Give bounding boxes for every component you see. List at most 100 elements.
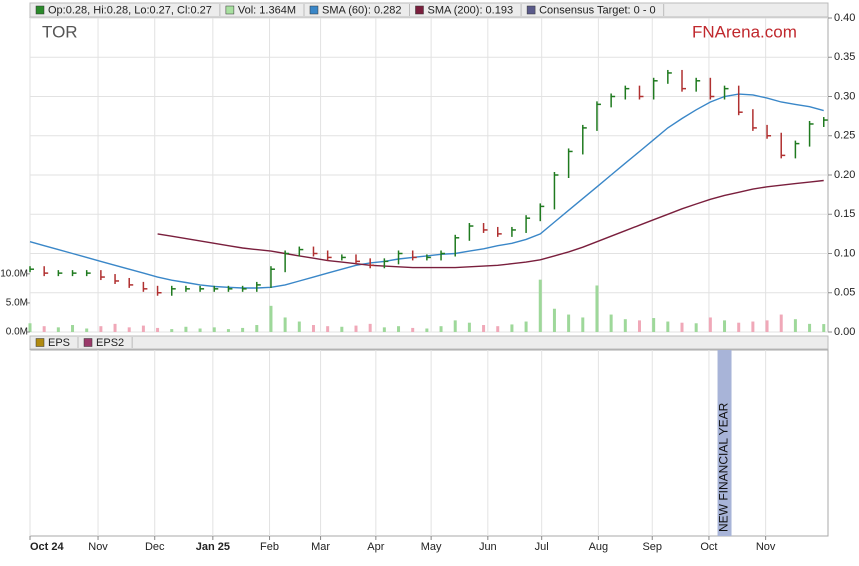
legend-label: SMA (200): 0.193: [427, 4, 513, 16]
volume-bar: [127, 327, 131, 332]
volume-bar: [708, 317, 712, 332]
volume-bar: [609, 314, 613, 332]
volume-bar: [269, 305, 273, 332]
x-tick-label: Feb: [260, 541, 279, 553]
volume-bar: [368, 323, 372, 332]
volume-bar: [652, 318, 656, 332]
volume-bar: [751, 321, 755, 332]
y-tick-label: 0.15: [834, 208, 855, 220]
volume-bar: [141, 325, 145, 332]
volume-bar: [326, 326, 330, 332]
lower-legend-strip: [29, 335, 829, 350]
volume-bar: [538, 279, 542, 332]
volume-bar: [212, 327, 216, 332]
sma-line: [157, 179, 824, 269]
volume-bar: [255, 325, 259, 332]
volume-bar: [453, 320, 457, 332]
legend-label: Vol: 1.364M: [238, 4, 296, 16]
legend-swatch: [309, 5, 319, 15]
volume-bar: [680, 322, 684, 332]
volume-bar: [694, 323, 698, 332]
volume-bar: [226, 329, 230, 332]
volume-bar: [723, 320, 727, 332]
volume-bar: [382, 327, 386, 332]
volume-bar: [425, 328, 429, 332]
y-tick-label: 0.35: [834, 51, 855, 63]
x-tick-label: Oct 24: [30, 541, 65, 553]
legend-label: SMA (60): 0.282: [322, 4, 402, 16]
x-tick-label: Mar: [311, 541, 330, 553]
legend-swatch: [83, 338, 93, 347]
volume-bar: [793, 319, 797, 332]
legend-label: Consensus Target: 0 - 0: [539, 4, 656, 16]
volume-bar: [552, 308, 556, 332]
volume-bar: [439, 326, 443, 332]
y-tick-label: 0.20: [834, 169, 855, 181]
x-tick-label: Sep: [642, 541, 662, 553]
lower-panel: [29, 349, 829, 537]
volume-bar: [737, 322, 741, 332]
legend-label: EPS2: [96, 337, 124, 349]
volume-bar: [311, 325, 315, 332]
volume-bar: [99, 326, 103, 332]
y-tick-label: 0.25: [834, 130, 855, 142]
volume-bar: [184, 326, 188, 332]
ticker: TOR: [42, 22, 78, 41]
volume-bar: [170, 329, 174, 332]
volume-bar: [595, 285, 599, 332]
volume-bar: [822, 324, 826, 332]
legend-swatch: [225, 5, 235, 15]
volume-bar: [354, 325, 358, 332]
marks: [28, 69, 828, 332]
x-tick-label: May: [421, 541, 442, 553]
legend-label: EPS: [48, 337, 70, 349]
volume-bar: [156, 327, 160, 332]
y-tick-label: 0.00: [834, 326, 855, 338]
x-tick-label: Jul: [535, 541, 549, 553]
volume-bar: [808, 323, 812, 332]
volume-bar: [411, 327, 415, 332]
volume-bar: [765, 320, 769, 332]
legend-label: Op:0.28, Hi:0.28, Lo:0.27, Cl:0.27: [48, 4, 212, 16]
volume-bar: [482, 325, 486, 332]
x-tick-label: Nov: [756, 541, 776, 553]
volume-bar: [56, 327, 60, 332]
volume-bar: [779, 314, 783, 332]
annotation-band: [717, 350, 732, 536]
volume-bar: [467, 322, 471, 332]
y-tick-label: 0.40: [834, 12, 855, 24]
volume-bar: [71, 325, 75, 332]
volume-bar: [397, 326, 401, 332]
volume-bar: [241, 327, 245, 332]
y-tick-label: 0.05: [834, 287, 855, 299]
volume-bar: [113, 323, 117, 332]
volume-bar: [567, 314, 571, 332]
legend-swatch: [526, 5, 536, 15]
volume-bar: [198, 328, 202, 332]
y-tick-label: 0.10: [834, 247, 855, 259]
legend-swatch: [415, 5, 424, 15]
y2-tick-label: 10.0M: [0, 268, 28, 279]
x-tick-label: Jun: [479, 541, 497, 553]
volume-bar: [623, 319, 627, 332]
x-tick-label: Apr: [367, 541, 384, 553]
y-tick-label: 0.30: [834, 90, 855, 102]
volume-bar: [297, 321, 301, 332]
legend-swatch: [35, 338, 45, 347]
volume-bar: [524, 321, 528, 332]
y2-tick-label: 0.0M: [6, 327, 28, 338]
volume-bar: [42, 326, 46, 332]
volume-bar: [581, 317, 585, 332]
x-tick-label: Dec: [145, 541, 165, 553]
volume-bar: [496, 326, 500, 332]
x-tick-label: Jan 25: [196, 541, 230, 553]
x-tick-label: Aug: [589, 541, 609, 553]
volume-bar: [666, 321, 670, 332]
volume-bar: [510, 324, 514, 332]
volume-bar: [85, 328, 89, 332]
volume-bar: [283, 317, 287, 332]
annotation-label: NEW FINANCIAL YEAR: [717, 402, 731, 532]
y2-tick-label: 5.0M: [6, 298, 28, 309]
x-tick-label: Nov: [88, 541, 108, 553]
